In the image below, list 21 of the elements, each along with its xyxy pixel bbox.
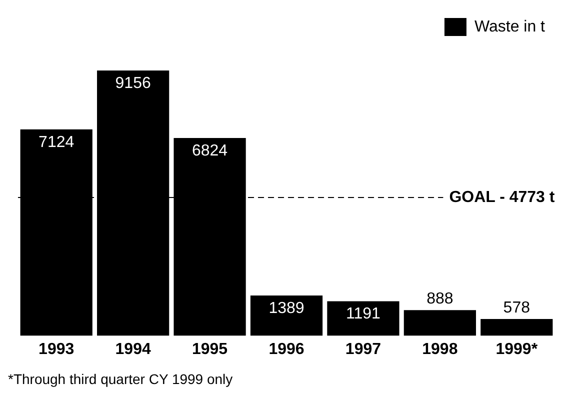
data-label: 1191	[346, 306, 381, 323]
data-label: 7124	[38, 134, 74, 151]
x-tick-label: 1997	[345, 340, 382, 358]
data-label: 1389	[268, 300, 304, 317]
data-label: 9156	[115, 74, 151, 92]
x-tick-label: 1998	[422, 340, 458, 358]
bar	[404, 310, 476, 336]
x-tick-label: 1996	[268, 340, 304, 358]
bar	[327, 301, 400, 336]
data-label: 578	[503, 299, 530, 316]
ref-line-label: GOAL - 4773 t	[449, 188, 556, 206]
bar	[480, 319, 553, 336]
x-tick-label: 1994	[115, 340, 151, 358]
data-label: 888	[426, 290, 454, 308]
legend-label: Waste in t	[474, 18, 546, 36]
text: *Through third quarter CY 1999 only	[8, 371, 234, 387]
x-tick-label: 1995	[192, 340, 228, 358]
x-tick-label: 1999*	[496, 340, 538, 358]
x-tick-label: 1993	[38, 340, 74, 358]
data-label: 6824	[192, 142, 228, 160]
bar	[250, 296, 323, 336]
